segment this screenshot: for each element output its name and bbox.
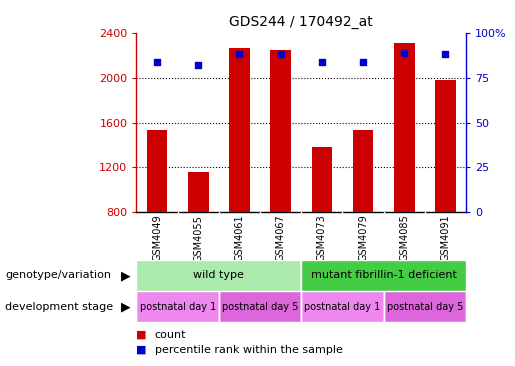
Bar xyxy=(394,43,415,212)
Text: ▶: ▶ xyxy=(122,269,131,282)
Point xyxy=(441,52,450,57)
Text: ■: ■ xyxy=(136,344,147,355)
Text: GSM4091: GSM4091 xyxy=(440,214,451,261)
Text: mutant fibrillin-1 deficient: mutant fibrillin-1 deficient xyxy=(311,270,457,280)
Point xyxy=(318,59,326,64)
Bar xyxy=(301,291,384,322)
Bar xyxy=(435,80,456,212)
Text: genotype/variation: genotype/variation xyxy=(5,270,111,280)
Bar xyxy=(229,48,250,212)
Point xyxy=(153,59,161,64)
Point xyxy=(359,59,367,64)
Point xyxy=(235,52,244,57)
Text: postnatal day 5: postnatal day 5 xyxy=(222,302,298,311)
Text: GSM4073: GSM4073 xyxy=(317,214,327,261)
Text: postnatal day 5: postnatal day 5 xyxy=(387,302,463,311)
Text: percentile rank within the sample: percentile rank within the sample xyxy=(154,344,342,355)
Title: GDS244 / 170492_at: GDS244 / 170492_at xyxy=(229,15,373,29)
Text: GSM4049: GSM4049 xyxy=(152,214,162,261)
Bar xyxy=(219,291,301,322)
Text: postnatal day 1: postnatal day 1 xyxy=(140,302,216,311)
Text: development stage: development stage xyxy=(5,302,113,311)
Point xyxy=(277,52,285,57)
Bar xyxy=(384,291,466,322)
Bar xyxy=(136,291,219,322)
Text: GSM4055: GSM4055 xyxy=(193,214,203,262)
Text: ■: ■ xyxy=(136,330,147,340)
Text: GSM4085: GSM4085 xyxy=(399,214,409,261)
Text: GSM4061: GSM4061 xyxy=(234,214,245,261)
Bar xyxy=(312,147,332,212)
Point xyxy=(400,50,408,56)
Text: wild type: wild type xyxy=(194,270,244,280)
Text: ▶: ▶ xyxy=(122,300,131,313)
Text: postnatal day 1: postnatal day 1 xyxy=(304,302,381,311)
Bar xyxy=(188,172,209,212)
Text: count: count xyxy=(154,330,186,340)
Text: GSM4079: GSM4079 xyxy=(358,214,368,261)
Bar xyxy=(147,130,167,212)
Bar xyxy=(301,260,466,291)
Bar xyxy=(353,130,373,212)
Text: GSM4067: GSM4067 xyxy=(276,214,286,261)
Point xyxy=(194,62,202,68)
Bar xyxy=(136,260,301,291)
Bar xyxy=(270,50,291,212)
